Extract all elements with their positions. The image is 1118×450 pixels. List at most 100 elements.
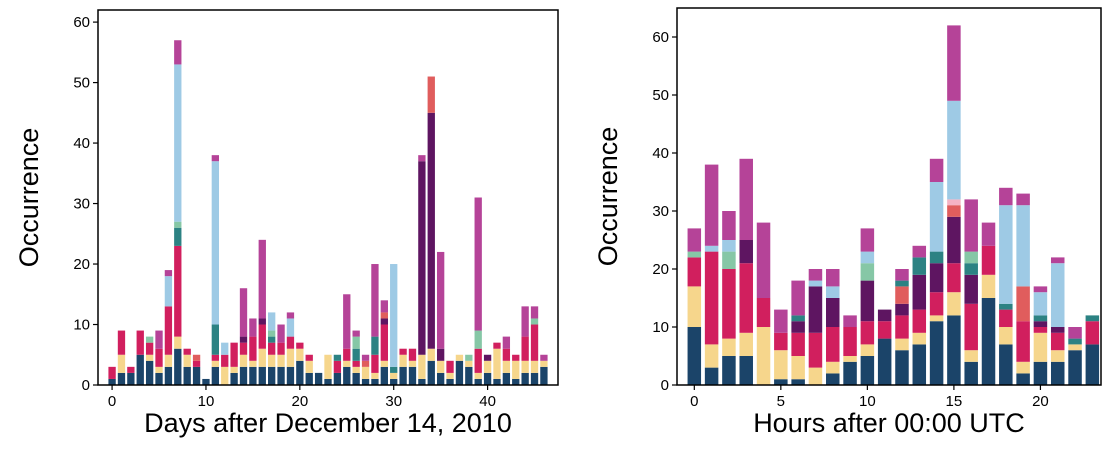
bar-segment (202, 378, 210, 385)
bar-segment (860, 356, 875, 385)
bar-segment (352, 330, 360, 337)
bar-segment (1033, 286, 1048, 293)
bar-segment (211, 354, 220, 361)
bar-segment (117, 372, 126, 385)
bar-segment (964, 361, 978, 385)
bar-segment (108, 366, 116, 379)
bar-segment (436, 251, 445, 349)
bar-segment (174, 336, 182, 349)
bar-segment (211, 161, 220, 325)
bar-segment (843, 361, 857, 385)
bar-segment (687, 228, 702, 252)
bar-segment (127, 366, 135, 373)
bar-segment (493, 342, 501, 349)
bar-segment (999, 344, 1013, 385)
bar-segment (826, 361, 840, 374)
bar-segment (436, 372, 445, 385)
bar-segment (343, 348, 351, 361)
bar-segment (239, 288, 248, 337)
bar-segment (155, 372, 163, 385)
bar-segment (1068, 350, 1082, 385)
bar-segment (502, 372, 511, 385)
bar-segment (826, 373, 840, 385)
bar-segment (502, 336, 511, 349)
bar-segment (895, 280, 909, 287)
bar-segment (687, 327, 702, 385)
bar-segment (145, 342, 154, 355)
y-tick-label: 30 (73, 196, 90, 213)
x-ticks: 0 10 20 30 40 (108, 385, 496, 410)
bar-segment (912, 257, 927, 275)
x-tick-label: 40 (479, 393, 496, 410)
bar-segment (371, 372, 379, 379)
bar-segment (912, 245, 927, 258)
bar-segment (483, 354, 492, 361)
bar-segment (427, 360, 435, 385)
bar-segment (239, 354, 248, 367)
bar-segment (117, 354, 126, 373)
bar-segment (843, 327, 857, 356)
bar-segment (791, 356, 805, 380)
bar-segment (999, 205, 1013, 304)
x-axis-title: Days after December 14, 2010 (144, 408, 512, 438)
bar-segment (474, 330, 482, 349)
x-axis-title: Hours after 00:00 UTC (753, 408, 1025, 438)
bar-segment (483, 372, 492, 385)
bar-segment (722, 251, 736, 269)
bar-segment (408, 360, 417, 367)
bar-segment (774, 332, 788, 351)
bar-segment (929, 263, 944, 293)
bar-segment (756, 327, 771, 385)
bar-segment (791, 332, 805, 356)
bar-segment (739, 158, 753, 240)
bar-segment (964, 303, 978, 351)
bar-segment (324, 354, 332, 379)
bar-segment (687, 257, 702, 287)
bar-segment (999, 327, 1013, 345)
bar-segment (343, 366, 351, 385)
plot-frame (97, 9, 559, 386)
bar-segment (399, 366, 407, 385)
bar-segment (164, 366, 173, 385)
bar-segment (704, 164, 719, 246)
bar-segment (912, 309, 927, 333)
bar-segment (333, 354, 342, 361)
bar-segment (521, 306, 529, 337)
bar-segment (1050, 263, 1065, 327)
bar-segment (687, 286, 702, 327)
bar-segment (860, 251, 875, 264)
x-tick-label: 20 (291, 393, 308, 410)
bar-segment (947, 25, 961, 101)
bar-segment (877, 321, 892, 339)
bar-segment (296, 342, 304, 349)
bar-segment (333, 372, 342, 385)
bar-segment (1085, 315, 1100, 322)
bar-segment (333, 360, 342, 373)
bar-segment (1050, 332, 1065, 351)
bar-segment (774, 350, 788, 380)
plot-frame (676, 7, 1102, 386)
bar-segment (1016, 373, 1030, 385)
bar-segment (174, 227, 182, 246)
bar-segment (174, 348, 182, 385)
bar-segment (174, 40, 182, 65)
x-tick-label: 20 (1032, 393, 1049, 410)
bar-segment (258, 348, 266, 367)
bar-segment (136, 330, 144, 355)
bar-segment (540, 354, 548, 361)
bar-segment (465, 366, 473, 385)
bar-segment (239, 366, 248, 385)
bar-segment (192, 354, 201, 361)
bar-segment (860, 321, 875, 345)
y-axis-title: Occurrence (14, 128, 44, 268)
bar-segment (530, 324, 539, 361)
bar-segment (704, 251, 719, 345)
bar-segment (964, 350, 978, 362)
bar-segment (230, 372, 238, 385)
bars-layer (108, 40, 548, 385)
bar-segment (211, 324, 220, 355)
bar-segment (704, 367, 719, 385)
bar-segment (808, 332, 823, 368)
bar-segment (1068, 344, 1082, 351)
y-tick-label: 10 (73, 317, 90, 334)
